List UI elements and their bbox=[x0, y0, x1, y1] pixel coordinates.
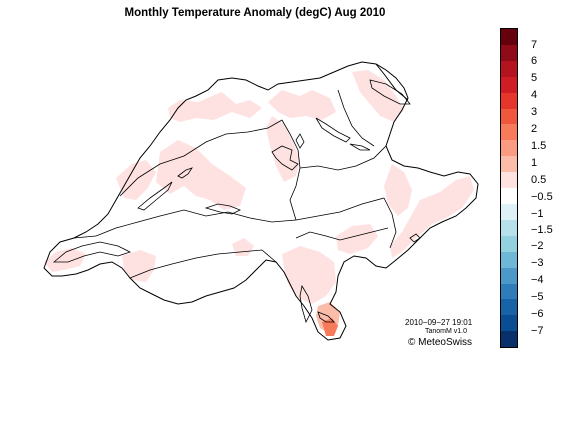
lake-maggiore bbox=[299, 284, 313, 324]
anomaly-patch-north-jura bbox=[168, 92, 262, 122]
anomaly-patch-ticino-east bbox=[336, 224, 378, 254]
legend-swatch bbox=[501, 124, 517, 141]
lake-biel bbox=[177, 167, 193, 179]
lake-constance bbox=[369, 79, 411, 105]
lake-thun-brienz bbox=[204, 203, 241, 215]
legend-label: 7 bbox=[531, 39, 538, 51]
legend-label: 5 bbox=[531, 72, 538, 84]
boundary-ticino bbox=[295, 227, 389, 241]
legend-label: −5 bbox=[531, 291, 544, 303]
legend-swatch bbox=[501, 140, 517, 157]
legend-swatch bbox=[501, 44, 517, 61]
legend-swatch bbox=[501, 60, 517, 77]
legend-label: 6 bbox=[531, 55, 538, 67]
legend-swatch bbox=[501, 203, 517, 220]
legend-swatch bbox=[501, 251, 517, 268]
legend-label: −1 bbox=[531, 208, 544, 220]
lake-zug bbox=[295, 133, 305, 149]
boundary-jura-plateau bbox=[119, 119, 283, 197]
legend-swatch bbox=[501, 283, 517, 300]
anomaly-patch-basel bbox=[268, 90, 336, 120]
boundary-graubuenden bbox=[383, 197, 397, 249]
legend-swatch bbox=[501, 172, 517, 189]
legend-label: 2 bbox=[531, 123, 538, 135]
anomaly-patch-east bbox=[384, 164, 412, 216]
anomaly-patch-valais-west bbox=[122, 250, 156, 282]
anomaly-patch-plateau-west bbox=[156, 140, 246, 210]
boundary-plateau-alps bbox=[95, 197, 385, 237]
lake-sils bbox=[409, 233, 421, 243]
legend-swatch bbox=[501, 315, 517, 332]
color-legend bbox=[500, 28, 518, 348]
lake-geneva bbox=[52, 241, 132, 263]
legend-swatch bbox=[501, 331, 517, 348]
legend-swatch bbox=[501, 156, 517, 173]
boundary-northeast bbox=[337, 89, 375, 147]
lakes bbox=[52, 79, 421, 324]
map-title: Monthly Temperature Anomaly (degC) Aug 2… bbox=[124, 7, 386, 19]
boundary-valais bbox=[129, 249, 277, 279]
legend-label: −1.5 bbox=[531, 224, 553, 236]
legend-label: −3 bbox=[531, 257, 544, 269]
anomaly-map bbox=[43, 61, 479, 341]
lake-lucerne bbox=[271, 145, 299, 171]
production-timestamp: 2010−09−27 19:01 bbox=[405, 318, 473, 327]
legend-swatch bbox=[501, 29, 517, 45]
legend-swatch bbox=[501, 108, 517, 125]
regional-boundaries bbox=[73, 89, 397, 279]
legend-swatch bbox=[501, 267, 517, 284]
legend-label: 4 bbox=[531, 89, 538, 101]
legend-swatch bbox=[501, 235, 517, 252]
legend-swatch bbox=[501, 188, 517, 204]
copyright-notice: © MeteoSwiss bbox=[408, 337, 473, 348]
legend-swatch bbox=[501, 92, 517, 109]
rhine-border-north bbox=[375, 63, 409, 101]
lake-zurich bbox=[315, 117, 351, 143]
boundary-west-valley bbox=[73, 235, 97, 239]
legend-swatch bbox=[501, 76, 517, 93]
switzerland-outline bbox=[43, 61, 479, 341]
legend-label: −0.5 bbox=[531, 191, 553, 203]
legend-label: −7 bbox=[531, 325, 544, 337]
legend-label: −4 bbox=[531, 274, 544, 286]
legend-label: −2 bbox=[531, 240, 544, 252]
anomaly-patch-ticino bbox=[282, 246, 336, 304]
legend-swatch bbox=[501, 219, 517, 236]
anomaly-patch-geneva bbox=[44, 248, 86, 272]
lake-walen bbox=[349, 143, 371, 151]
legend-label: 3 bbox=[531, 106, 538, 118]
country-border bbox=[43, 61, 479, 341]
legend-swatch bbox=[501, 299, 517, 316]
legend-label: 1.5 bbox=[531, 140, 547, 152]
lake-lugano bbox=[317, 311, 335, 323]
legend-label: 1 bbox=[531, 157, 538, 169]
anomaly-patch-northeast bbox=[352, 70, 404, 122]
software-version: TanomM v1.0 bbox=[425, 328, 468, 335]
anomaly-patch-central bbox=[266, 116, 300, 182]
boundary-central-north-2 bbox=[299, 145, 387, 171]
anomaly-patch-mendrisio bbox=[322, 318, 338, 336]
anomaly-patches bbox=[44, 70, 474, 336]
legend-label: 0.5 bbox=[531, 174, 547, 186]
anomaly-patch-upper-valais bbox=[232, 238, 254, 256]
lake-neuchatel bbox=[137, 181, 173, 211]
legend-label: −6 bbox=[531, 308, 544, 320]
